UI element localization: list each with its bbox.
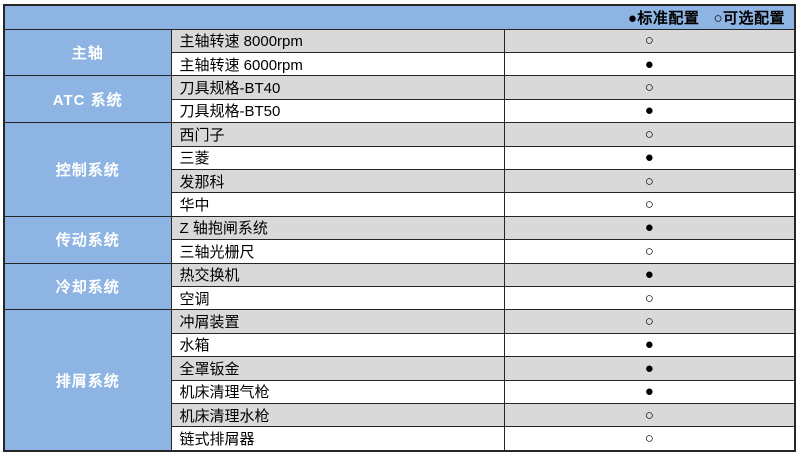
table-row: 三轴光栅尺 ○: [4, 239, 796, 264]
optional-config-mark: ○: [503, 426, 796, 452]
item-label-cell: 三菱: [170, 145, 505, 170]
table-row: 排屑系统 冲屑装置 ○: [3, 309, 796, 452]
item-label-cell: 三轴光栅尺: [170, 239, 505, 264]
item-label-cell: 西门子: [170, 122, 505, 147]
item-label-cell: 热交换机: [170, 262, 505, 287]
optional-config-mark: ○: [503, 239, 796, 264]
legend-cell: ●标准配置 ○可选配置: [3, 4, 796, 30]
optional-config-mark: ○: [503, 285, 796, 311]
table-row: 发那科 ○: [4, 168, 796, 194]
item-label-cell: 全罩钣金: [170, 356, 505, 381]
item-label-cell: 链式排屑器: [170, 426, 505, 452]
table-row: 空调 ○: [4, 285, 796, 311]
item-label-cell: 刀具规格-BT50: [170, 98, 505, 124]
standard-config-mark: ●: [503, 332, 796, 358]
category-cell-0: 主轴: [3, 28, 172, 77]
optional-config-mark: ○: [503, 402, 796, 428]
item-label-cell: 主轴转速 8000rpm: [170, 28, 505, 53]
item-label-cell: 发那科: [170, 168, 505, 194]
table-row: 机床清理气枪 ●: [4, 379, 796, 405]
table-row: 华中 ○: [4, 192, 796, 217]
table-row: 传动系统 Z 轴抱闸系统 ●: [3, 215, 796, 264]
table-row: 主轴转速 6000rpm ●: [4, 51, 796, 77]
standard-config-mark: ●: [503, 145, 796, 170]
item-label-cell: 主轴转速 6000rpm: [170, 51, 505, 77]
optional-config-mark: ○: [503, 309, 796, 334]
item-label-cell: 水箱: [170, 332, 505, 358]
table-row: ATC 系统 刀具规格-BT40 ○: [3, 75, 796, 124]
standard-config-mark: ●: [503, 215, 796, 241]
standard-config-mark: ●: [503, 51, 796, 77]
standard-config-symbol: ●: [627, 9, 638, 27]
category-cell-5: 排屑系统: [3, 309, 172, 452]
optional-config-mark: ○: [503, 122, 796, 147]
item-label-cell: 冲屑装置: [170, 309, 505, 334]
item-label-cell: 机床清理气枪: [170, 379, 505, 405]
table-row: 链式排屑器 ○: [4, 426, 796, 452]
config-table-body: 主轴 主轴转速 8000rpm ○ 主轴转速 6000rpm ● ATC 系统 刀具规格-B…: [3, 28, 796, 452]
standard-config-mark: ●: [503, 98, 796, 124]
optional-config-mark: ○: [503, 192, 796, 217]
optional-config-mark: ○: [503, 28, 796, 53]
standard-config-mark: ●: [503, 262, 796, 287]
table-row: 刀具规格-BT50 ●: [4, 98, 796, 124]
table-row: 全罩钣金 ●: [4, 356, 796, 381]
item-label-cell: 华中: [170, 192, 505, 217]
optional-config-label: 可选配置: [723, 9, 786, 27]
table-row: 冷却系统 热交换机 ●: [3, 262, 796, 311]
config-table: ●标准配置 ○可选配置 主轴 主轴转速 8000rpm ○ 主轴转速 6000rpm ● A…: [3, 4, 797, 452]
legend-row: ●标准配置 ○可选配置: [3, 4, 796, 30]
item-label-cell: 机床清理水枪: [170, 402, 505, 428]
category-cell-4: 冷却系统: [3, 262, 172, 311]
table-row: 水箱 ●: [4, 332, 796, 358]
standard-config-mark: ●: [503, 356, 796, 381]
category-cell-2: 控制系统: [3, 122, 172, 217]
standard-config-label: 标准配置: [637, 9, 700, 27]
standard-config-mark: ●: [503, 379, 796, 405]
table-row: 控制系统 西门子 ○: [3, 122, 796, 217]
optional-config-mark: ○: [503, 168, 796, 194]
category-cell-3: 传动系统: [3, 215, 172, 264]
table-row: 机床清理水枪 ○: [4, 402, 796, 428]
table-row: 主轴 主轴转速 8000rpm ○: [3, 28, 796, 77]
category-cell-1: ATC 系统: [3, 75, 172, 124]
optional-config-mark: ○: [503, 75, 796, 100]
item-label-cell: Z 轴抱闸系统: [170, 215, 505, 241]
item-label-cell: 空调: [170, 285, 505, 311]
optional-config-symbol: ○: [713, 9, 723, 27]
item-label-cell: 刀具规格-BT40: [170, 75, 505, 100]
